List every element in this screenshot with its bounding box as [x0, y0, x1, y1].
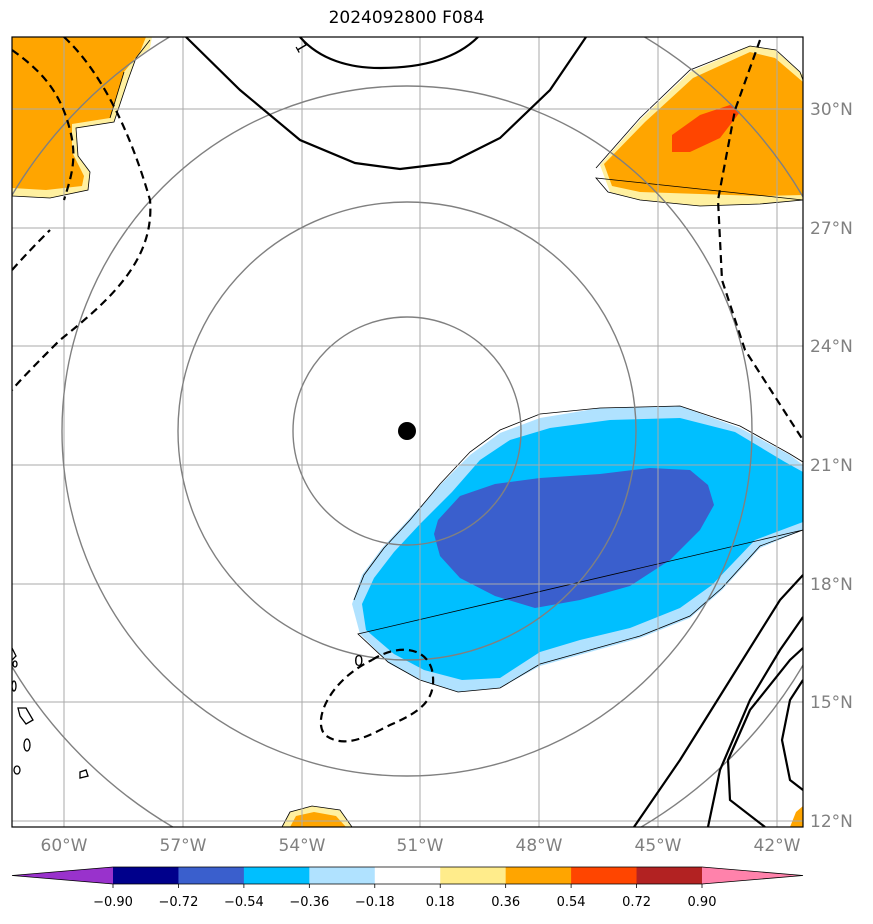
colorbar-swatch	[374, 867, 441, 884]
lat-label-15n: 15°N	[810, 693, 853, 713]
colorbar-tick-label: 0.54	[557, 895, 586, 910]
lat-label-30n: 30°N	[810, 100, 853, 120]
lat-label-24n: 24°N	[810, 337, 853, 357]
map-area: 1 0	[12, 37, 803, 827]
dashed-contours	[12, 37, 803, 743]
negative-anomaly-fill	[352, 405, 803, 693]
lon-label-42w: 42°W	[754, 836, 801, 856]
colorbar-swatch	[571, 867, 638, 884]
graticule	[12, 37, 803, 827]
lon-label-60w: 60°W	[41, 836, 88, 856]
lon-label-48w: 48°W	[516, 836, 563, 856]
colorbar-tick-label: 0.36	[491, 895, 520, 910]
contour-label-0: 0	[354, 652, 364, 670]
colorbar-tick-label: −0.72	[159, 895, 199, 910]
range-rings	[12, 37, 803, 827]
lat-label-21n: 21°N	[810, 456, 853, 476]
colorbar-extend-max	[702, 867, 803, 884]
storm-center-marker	[398, 422, 416, 440]
lat-label-12n: 12°N	[810, 812, 853, 832]
colorbar-tick-label: 0.90	[688, 895, 717, 910]
latitude-labels: 30°N 27°N 24°N 21°N 18°N 15°N 12°N	[810, 100, 853, 832]
colorbar-swatch	[440, 867, 507, 884]
colorbar-swatch	[309, 867, 376, 884]
lon-label-54w: 54°W	[279, 836, 326, 856]
colorbar-tick-label: 0.18	[426, 895, 455, 910]
colorbar-swatch	[113, 867, 179, 884]
colorbar-tick-label: −0.36	[289, 895, 329, 910]
lon-label-57w: 57°W	[160, 836, 207, 856]
colorbar-extend-min	[12, 867, 113, 884]
positive-anomaly-fill	[12, 37, 803, 827]
lat-label-18n: 18°N	[810, 575, 853, 595]
colorbar-swatch	[505, 867, 572, 884]
lon-label-45w: 45°W	[635, 836, 682, 856]
map-frame	[11, 36, 804, 828]
colorbar-tick-label: −0.90	[93, 895, 133, 910]
colorbar-swatch	[636, 867, 703, 884]
longitude-labels: 60°W 57°W 54°W 51°W 48°W 45°W 42°W	[41, 836, 801, 856]
lat-label-27n: 27°N	[810, 219, 853, 239]
lon-label-51w: 51°W	[397, 836, 444, 856]
colorbar-swatch	[178, 867, 245, 884]
map-title: 2024092800 F084	[328, 8, 485, 28]
solid-contours	[185, 37, 803, 827]
island-outlines	[12, 647, 89, 779]
colorbar: −0.90 −0.72 −0.54 −0.36 −0.18 0.18 0.36 0.54 0.7…	[11, 866, 804, 910]
colorbar-swatch	[243, 867, 310, 884]
colorbar-tick-label: −0.54	[224, 895, 264, 910]
colorbar-tick-label: −0.18	[355, 895, 395, 910]
colorbar-tick-label: 0.72	[622, 895, 651, 910]
